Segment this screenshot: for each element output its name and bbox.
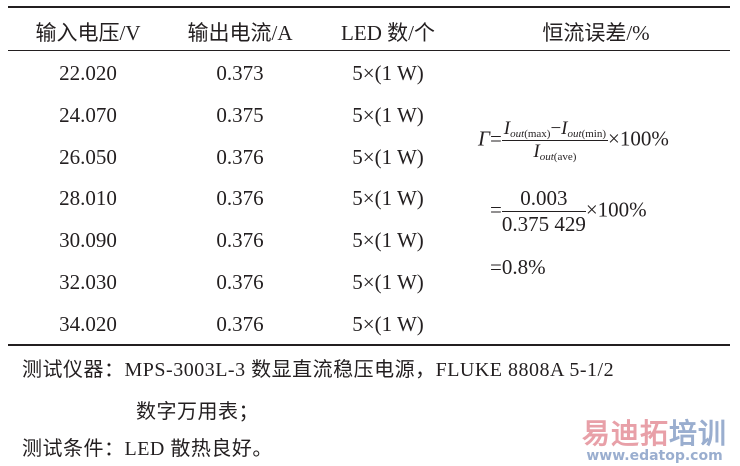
table-cell: 0.376 [216,228,264,253]
header-output-current: 输出电流/A [187,21,293,45]
table-cell: 24.070 [59,102,117,127]
formula-line2: = 0.003 0.375 429 ×100% [490,186,647,236]
table-cell: 0.376 [216,186,264,211]
table-cell: 0.376 [216,311,264,336]
header-error: 恒流误差/% [542,21,650,45]
table-cell: 0.375 [216,102,264,127]
formula-result: =0.8% [490,255,546,279]
table-cell: 28.010 [59,186,117,211]
table-cell: 22.020 [59,61,117,85]
table-cell: 5×(1 W) [352,144,424,169]
table-cell: 5×(1 W) [352,228,424,253]
table-cell: 5×(1 W) [352,102,424,127]
table-cell: 0.376 [216,270,264,294]
table-cell: 26.050 [59,144,117,169]
table-cell: 30.090 [59,228,117,253]
table-cell: 32.030 [59,270,117,294]
watermark-logo: 易迪拓培训 www.edatop.com [582,417,728,464]
note-instruments-cont: 数字万用表； [136,401,259,423]
table-cell: 0.373 [216,61,264,85]
note-conditions: 测试条件：LED 散热良好。 [22,438,273,460]
header-rule [8,50,730,51]
top-rule [8,6,730,8]
table-cell: 5×(1 W) [352,270,424,294]
table-cell: 5×(1 W) [352,61,424,85]
note-instruments: 测试仪器：MPS-3003L-3 数显直流稳压电源，FLUKE 8808A 5-… [22,359,615,381]
bottom-rule [8,344,730,346]
header-led-count: LED 数/个 [341,21,435,45]
table-cell: 34.020 [59,311,117,336]
formula-line1: Γ= Iout(max)−Iout(min) Iout(ave) ×100% [478,118,669,163]
table-cell: 0.376 [216,144,264,169]
table-cell: 5×(1 W) [352,311,424,336]
header-input-voltage: 输入电压/V [35,21,141,45]
table-cell: 5×(1 W) [352,186,424,211]
